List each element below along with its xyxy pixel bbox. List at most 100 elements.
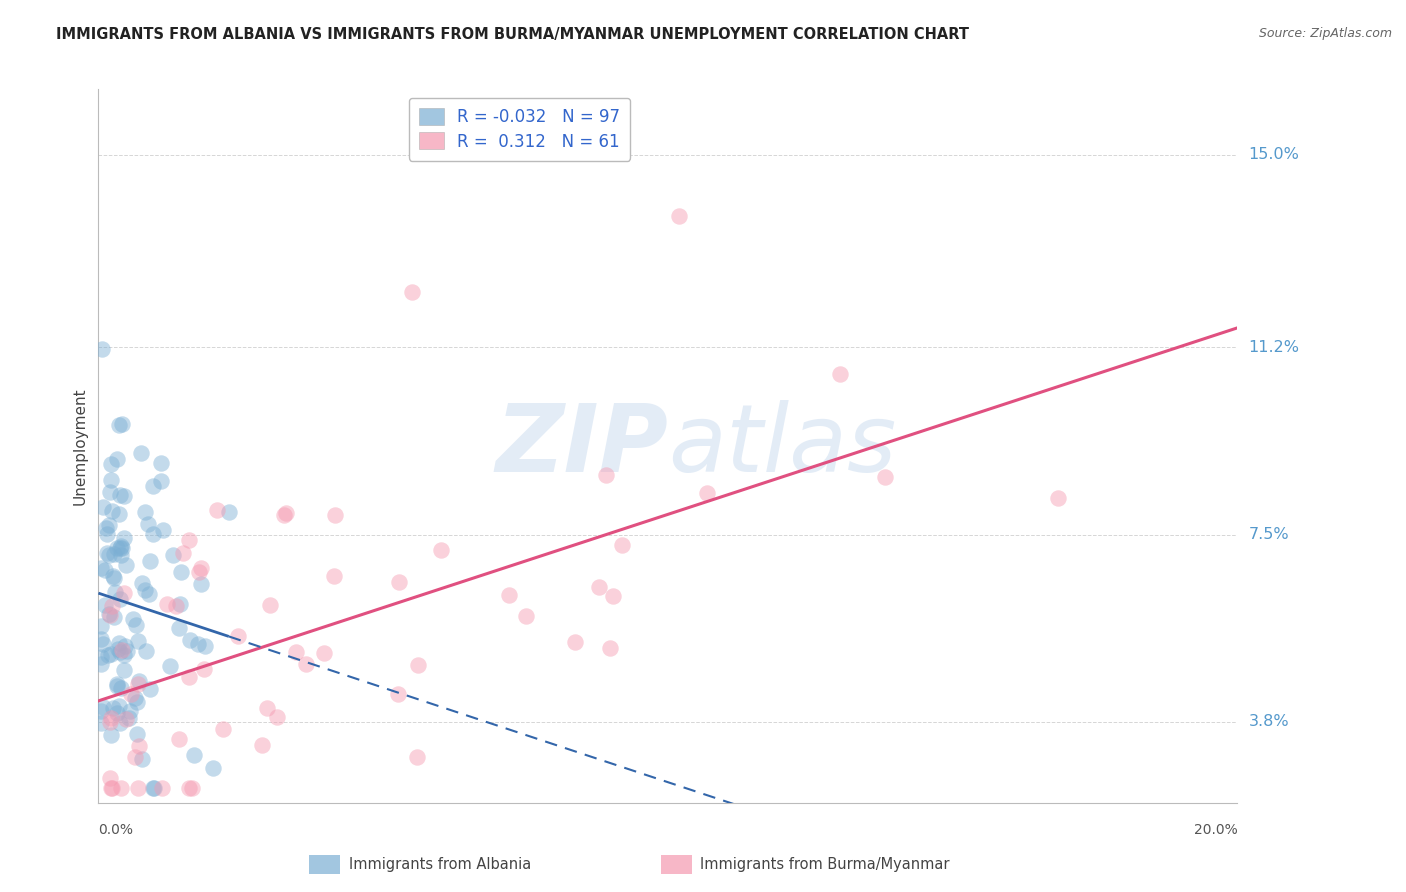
Point: [668, 209, 690, 223]
Point: [125, 618, 148, 632]
Point: [602, 590, 624, 604]
Point: [111, 643, 134, 657]
Point: [134, 505, 156, 519]
Point: [273, 508, 295, 522]
Point: [90, 650, 112, 665]
Point: [98, 608, 121, 623]
Point: [159, 659, 181, 673]
Point: [90, 618, 112, 632]
Point: [131, 576, 153, 591]
Text: 15.0%: 15.0%: [1249, 147, 1299, 162]
Point: [162, 549, 184, 563]
Point: [181, 780, 204, 795]
Point: [430, 542, 453, 557]
Point: [90, 657, 112, 671]
Point: [124, 749, 146, 764]
Point: [98, 771, 121, 785]
Point: [226, 629, 249, 643]
Point: [121, 612, 143, 626]
Point: [100, 780, 122, 795]
Point: [190, 560, 212, 574]
Point: [177, 670, 200, 684]
Point: [98, 485, 121, 500]
Point: [149, 474, 172, 488]
Point: [90, 561, 112, 575]
Point: [98, 517, 121, 532]
Point: [193, 662, 215, 676]
Point: [169, 566, 191, 580]
Y-axis label: Unemployment: Unemployment: [72, 387, 87, 505]
Point: [142, 780, 165, 795]
Point: [110, 591, 132, 606]
Point: [610, 538, 633, 552]
Point: [112, 489, 135, 503]
Point: [187, 636, 209, 650]
Point: [515, 608, 537, 623]
Point: [110, 548, 132, 562]
Point: [108, 417, 131, 432]
Text: 0.0%: 0.0%: [98, 823, 134, 837]
Point: [169, 597, 191, 611]
Text: 20.0%: 20.0%: [1194, 823, 1237, 837]
Point: [139, 554, 162, 568]
Point: [90, 704, 112, 718]
Point: [401, 285, 423, 299]
Point: [129, 446, 152, 460]
Point: [152, 523, 174, 537]
Point: [828, 368, 851, 382]
Point: [124, 690, 146, 705]
Point: [599, 640, 621, 655]
Point: [128, 673, 150, 688]
Point: [101, 599, 124, 613]
Text: atlas: atlas: [668, 401, 896, 491]
Point: [127, 634, 149, 648]
Text: Source: ZipAtlas.com: Source: ZipAtlas.com: [1258, 27, 1392, 40]
Point: [105, 451, 128, 466]
Point: [125, 727, 148, 741]
Text: IMMIGRANTS FROM ALBANIA VS IMMIGRANTS FROM BURMA/MYANMAR UNEMPLOYMENT CORRELATIO: IMMIGRANTS FROM ALBANIA VS IMMIGRANTS FR…: [56, 27, 969, 42]
Point: [388, 574, 411, 589]
Point: [112, 648, 135, 662]
Point: [152, 780, 174, 795]
Point: [127, 676, 149, 690]
Text: 3.8%: 3.8%: [1249, 714, 1289, 730]
Point: [107, 679, 129, 693]
Point: [112, 531, 135, 545]
Text: Immigrants from Burma/Myanmar: Immigrants from Burma/Myanmar: [700, 857, 949, 871]
Point: [256, 701, 278, 715]
Point: [142, 479, 165, 493]
Point: [139, 682, 162, 697]
Point: [90, 632, 112, 646]
Point: [169, 621, 191, 635]
Point: [103, 547, 125, 561]
Point: [94, 563, 117, 577]
Point: [155, 597, 177, 611]
Point: [108, 508, 131, 522]
Point: [142, 527, 165, 541]
Point: [118, 711, 141, 725]
Point: [105, 541, 128, 555]
Point: [114, 639, 136, 653]
Point: [115, 712, 138, 726]
Point: [188, 566, 211, 580]
Point: [96, 526, 118, 541]
Point: [165, 599, 187, 613]
Point: [107, 641, 129, 656]
Point: [96, 521, 118, 535]
Point: [100, 647, 122, 661]
Point: [218, 505, 240, 519]
Point: [134, 582, 156, 597]
Point: [696, 485, 718, 500]
Point: [167, 731, 190, 746]
Point: [108, 699, 131, 714]
Point: [212, 722, 235, 736]
Point: [107, 636, 129, 650]
Point: [190, 577, 212, 591]
Point: [111, 417, 134, 432]
Point: [127, 695, 149, 709]
Point: [93, 598, 115, 612]
Point: [101, 780, 124, 795]
Point: [322, 568, 344, 582]
Point: [179, 632, 201, 647]
Point: [406, 750, 429, 764]
